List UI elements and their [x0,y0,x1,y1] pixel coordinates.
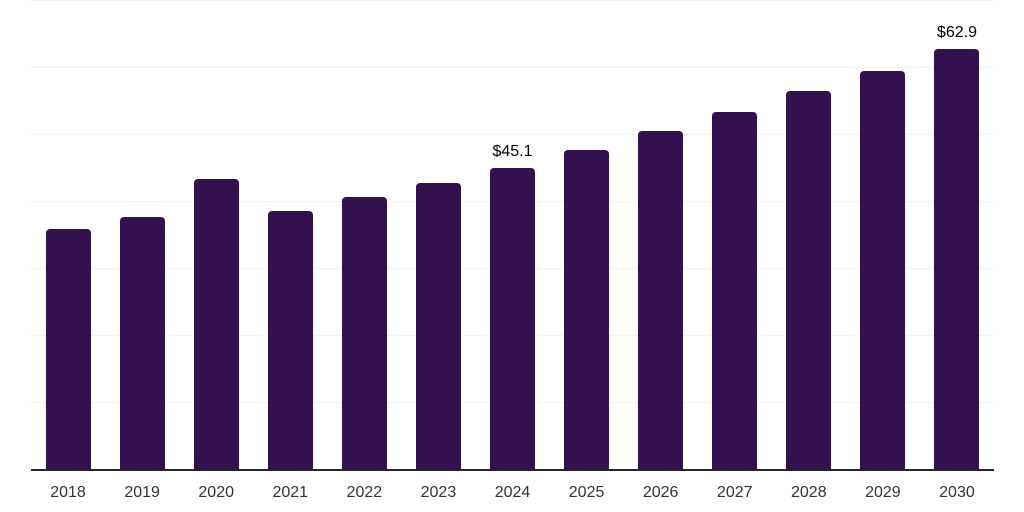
bar-2030 [934,48,980,470]
gridline-60 [31,67,994,68]
bar-2021 [267,210,313,470]
x-tick-label-2028: 2028 [791,484,827,501]
x-tick-label-2026: 2026 [642,484,679,501]
gridline-50 [31,134,994,135]
bar-2018 [45,228,91,470]
x-tick-label-2025: 2025 [568,484,605,501]
bar-2025 [564,149,610,470]
x-tick-label-2024: 2024 [494,484,531,501]
x-axis-line [31,469,994,471]
data-label-2030: $62.9 [936,23,977,41]
x-tick-label-2022: 2022 [346,484,383,501]
bar-2020 [193,178,239,470]
bar-2029 [860,70,906,470]
x-tick-label-2019: 2019 [124,484,160,501]
plot-area: $45.1 $62.9 [31,0,994,471]
x-tick-label-2018: 2018 [50,484,86,501]
x-tick-label-2029: 2029 [865,484,901,501]
bar-2019 [119,217,165,470]
bar-2028 [786,90,832,470]
x-tick-label-2020: 2020 [198,484,234,501]
bar-2023 [415,183,461,470]
bar-2022 [341,196,387,470]
bar-2024 [490,167,535,470]
x-tick-label-2027: 2027 [716,484,753,501]
data-label-2024: $45.1 [492,142,533,160]
bar-2027 [712,111,758,470]
bar-2026 [638,130,684,470]
x-tick-label-2023: 2023 [420,484,457,501]
gridline-70 [31,0,994,1]
x-tick-label-2021: 2021 [272,484,309,501]
x-tick-label-2030: 2030 [939,484,975,501]
